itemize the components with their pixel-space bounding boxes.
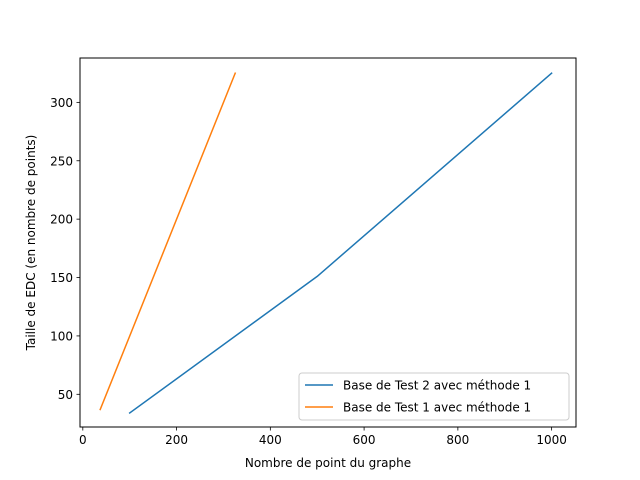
- y-tick-label: 200: [50, 213, 73, 227]
- x-tick-label: 200: [165, 433, 188, 447]
- series-lines: [99, 72, 553, 415]
- y-tick-label: 50: [58, 388, 73, 402]
- series-line-2: [99, 72, 237, 411]
- x-tick-label: 400: [259, 433, 282, 447]
- x-axis-label: Nombre de point du graphe: [245, 456, 411, 470]
- legend-label-2: Base de Test 1 avec méthode 1: [343, 401, 531, 415]
- y-tick-label: 150: [50, 271, 73, 285]
- legend-box: [298, 372, 570, 421]
- series-line-1: [128, 72, 553, 415]
- legend-label-1: Base de Test 2 avec méthode 1: [343, 379, 531, 393]
- x-tick-label: 800: [446, 433, 469, 447]
- y-tick-label: 100: [50, 329, 73, 343]
- legend: Base de Test 2 avec méthode 1 Base de Tes…: [298, 372, 570, 421]
- y-axis-label: Taille de EDC (en nombre de points): [24, 135, 38, 352]
- y-axis-ticks: 50 100 150 200 250 300: [50, 96, 80, 402]
- y-tick-label: 250: [50, 154, 73, 168]
- y-tick-label: 300: [50, 96, 73, 110]
- x-tick-label: 600: [353, 433, 376, 447]
- x-tick-label: 1000: [536, 433, 567, 447]
- x-axis-ticks: 0 200 400 600 800 1000: [79, 427, 567, 447]
- plot-frame: [79, 57, 577, 428]
- x-tick-label: 0: [79, 433, 87, 447]
